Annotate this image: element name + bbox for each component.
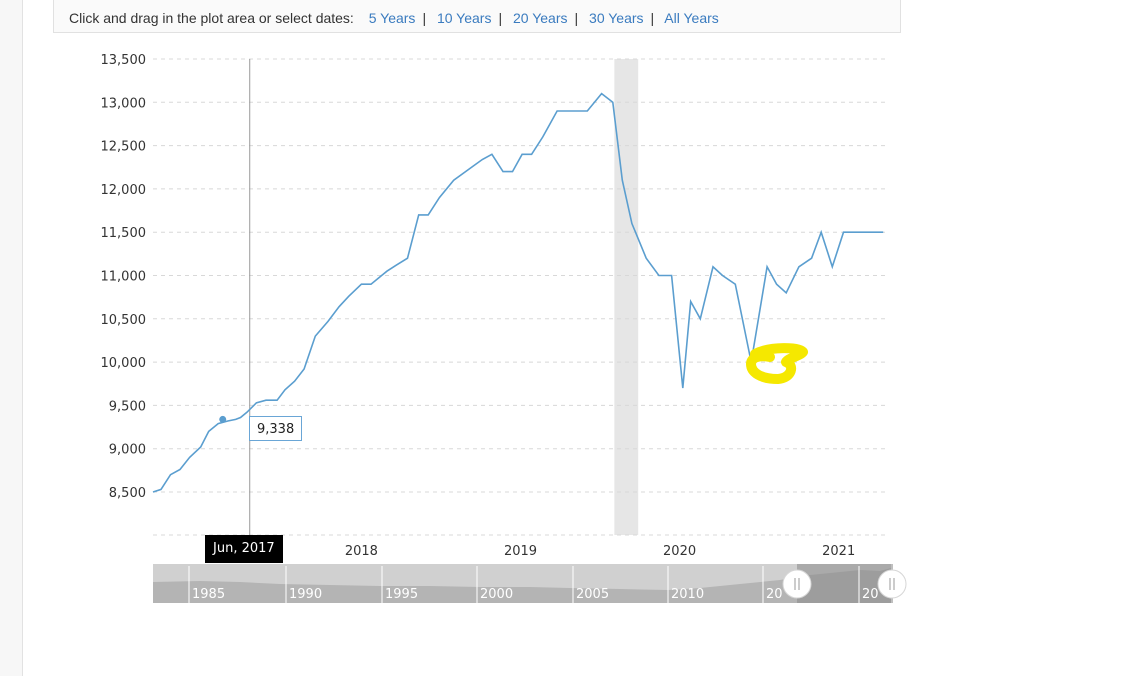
navigator-label: 2000: [480, 587, 513, 602]
navigator[interactable]: 1985 1990 1995 2000 2005 2010 20 20: [153, 564, 907, 603]
navigator-left-handle[interactable]: [782, 569, 812, 599]
separator: |: [574, 10, 579, 26]
x-tick-label: 2019: [504, 544, 537, 559]
recession-band: [614, 59, 639, 535]
y-tick-label: 13,500: [101, 53, 147, 68]
crosshair-date-text: Jun, 2017: [213, 541, 275, 556]
y-tick-label: 10,500: [101, 313, 147, 328]
y-tick-label: 11,500: [101, 226, 147, 241]
range-prompt: Click and drag in the plot area or selec…: [69, 10, 354, 26]
y-tick-label: 9,000: [109, 443, 146, 458]
tooltip-value: 9,338: [257, 422, 295, 437]
navigator-right-handle[interactable]: [877, 569, 907, 599]
range-5-years-link[interactable]: 5 Years: [368, 10, 416, 26]
y-tick-label: 13,000: [101, 96, 147, 111]
x-tick-label: 2018: [345, 544, 378, 559]
hover-tooltip: 9,338: [249, 416, 303, 441]
y-axis-labels: 8,500 9,000 9,500 10,000 10,500 11,000 11,500 1…: [101, 53, 147, 501]
navigator-area: [153, 568, 891, 603]
x-tick-label: 2020: [663, 544, 696, 559]
navigator-label: 2010: [671, 587, 704, 602]
y-tick-label: 10,000: [101, 356, 147, 371]
y-tick-label: 11,000: [101, 270, 147, 285]
crosshair-date-label: Jun, 2017: [205, 535, 283, 563]
navigator-label: 20: [766, 587, 783, 602]
navigator-label: 1990: [289, 587, 322, 602]
grid-layer: [153, 58, 888, 536]
range-10-years-link[interactable]: 10 Years: [436, 10, 492, 26]
y-tick-label: 12,000: [101, 183, 147, 198]
y-tick-label: 9,500: [109, 399, 146, 414]
recession-band-layer: [614, 59, 639, 535]
navigator-selected-range[interactable]: [797, 564, 893, 603]
navigator-label: 20: [862, 587, 879, 602]
navigator-labels: 1985 1990 1995 2000 2005 2010 20 20: [188, 566, 879, 603]
separator: |: [498, 10, 503, 26]
x-axis-labels: 2018 2019 2020 2021: [345, 544, 855, 559]
navigator-label: 1995: [385, 587, 418, 602]
range-20-years-link[interactable]: 20 Years: [513, 10, 568, 26]
separator: |: [422, 10, 427, 26]
yellow-highlight-mark: [746, 343, 808, 384]
y-tick-label: 12,500: [101, 140, 147, 155]
left-rail: [0, 0, 23, 676]
range-all-years-link[interactable]: All Years: [664, 10, 719, 26]
navigator-label: 2005: [576, 587, 609, 602]
navigator-label: 1985: [192, 587, 225, 602]
separator: |: [650, 10, 655, 26]
y-tick-label: 8,500: [109, 486, 146, 501]
hover-point: [219, 415, 227, 423]
date-range-toolbar: Click and drag in the plot area or selec…: [53, 0, 901, 33]
x-tick-label: 2021: [822, 544, 855, 559]
range-30-years-link[interactable]: 30 Years: [589, 10, 644, 26]
